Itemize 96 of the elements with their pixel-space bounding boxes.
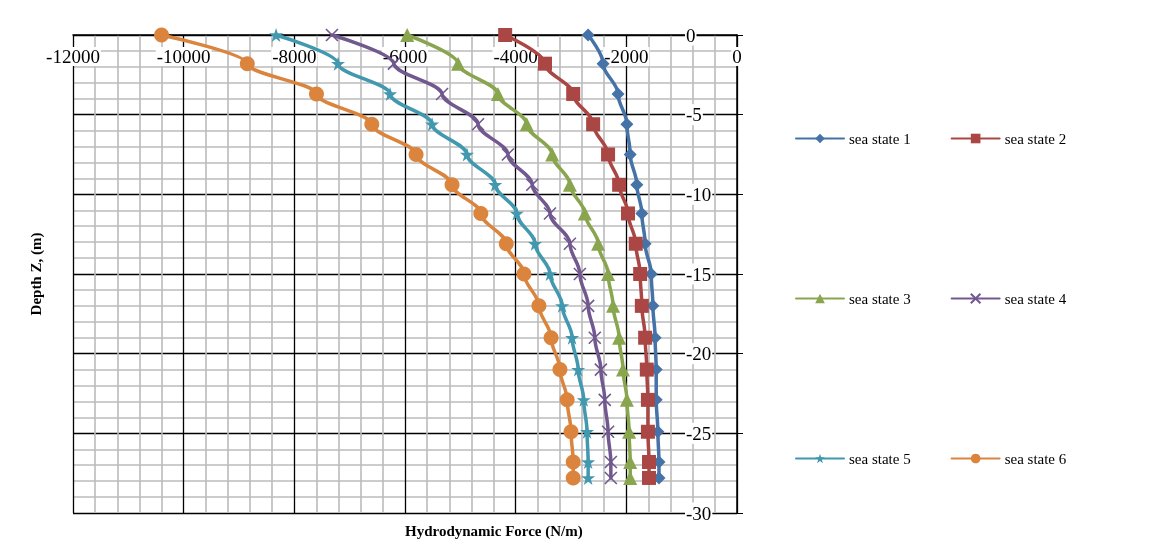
legend-label: sea state 1 <box>849 130 911 147</box>
point <box>581 28 595 42</box>
point <box>239 56 255 72</box>
legend-label: sea state 3 <box>849 290 911 307</box>
point <box>640 424 655 439</box>
x-tick-label: -8000 <box>272 46 317 67</box>
point <box>573 267 587 281</box>
x-tick-label: 0 <box>732 46 742 67</box>
legend-label: sea state 4 <box>1004 290 1067 307</box>
point <box>543 206 557 221</box>
point <box>623 455 638 470</box>
point <box>563 424 579 440</box>
point <box>640 392 655 407</box>
point <box>604 471 618 485</box>
legend-label: sea state 5 <box>849 450 911 467</box>
point <box>525 177 540 192</box>
point <box>509 206 524 221</box>
point <box>490 86 505 101</box>
point <box>559 392 575 408</box>
point <box>519 117 534 132</box>
point <box>154 27 170 43</box>
point <box>451 56 466 71</box>
point <box>488 177 503 192</box>
point <box>435 87 449 101</box>
point <box>308 86 324 102</box>
point <box>563 236 577 251</box>
point <box>586 117 601 132</box>
point <box>612 177 627 192</box>
point <box>642 470 657 485</box>
y-tick-label: -5 <box>686 104 702 126</box>
x-tick-label: -2000 <box>604 46 649 67</box>
point <box>471 117 485 132</box>
y-tick-label: -15 <box>686 263 712 285</box>
x-tick-label: -10000 <box>156 46 211 67</box>
point <box>642 455 657 470</box>
point <box>562 177 577 192</box>
point <box>601 267 616 281</box>
point <box>611 87 625 101</box>
point <box>459 147 474 162</box>
point <box>616 362 631 377</box>
y-tick-label: 0 <box>686 24 696 46</box>
y-tick-label: -10 <box>686 183 712 205</box>
point <box>425 117 440 132</box>
point <box>408 147 424 162</box>
point <box>542 267 557 281</box>
point <box>630 178 644 192</box>
point <box>269 28 284 42</box>
point <box>555 298 570 313</box>
point <box>638 330 653 345</box>
point <box>531 298 547 314</box>
point <box>601 424 615 439</box>
point <box>565 470 581 486</box>
point <box>594 362 608 377</box>
point <box>543 330 559 346</box>
point <box>620 206 635 221</box>
y-tick-label: -25 <box>686 422 712 444</box>
point <box>501 147 515 162</box>
x-tick-label: -12000 <box>46 46 100 67</box>
point <box>601 147 616 162</box>
point <box>566 86 581 101</box>
point <box>581 299 595 313</box>
point <box>383 86 398 101</box>
point <box>577 206 592 221</box>
point <box>620 117 634 131</box>
point <box>628 236 643 251</box>
point <box>331 56 346 71</box>
legend-label: sea state 6 <box>1004 450 1067 467</box>
point <box>545 147 560 162</box>
point <box>498 236 514 252</box>
point <box>604 455 618 469</box>
point <box>635 206 649 220</box>
point <box>634 298 649 313</box>
point <box>473 205 489 221</box>
point <box>364 116 380 132</box>
point <box>597 393 612 407</box>
point <box>612 330 627 345</box>
point <box>552 362 568 378</box>
point <box>498 28 513 42</box>
x-axis-title: Hydrodynamic Force (N/m) <box>404 522 583 540</box>
y-tick-label: -30 <box>686 502 712 524</box>
point <box>633 267 648 281</box>
point <box>565 330 580 345</box>
point <box>444 177 460 193</box>
point <box>537 56 552 71</box>
point <box>516 266 532 282</box>
point <box>565 454 581 470</box>
point <box>325 28 339 42</box>
y-axis-title: Depth Z, (m) <box>28 232 45 316</box>
legend-label: sea state 2 <box>1004 130 1067 147</box>
point <box>639 362 654 377</box>
point <box>528 236 543 251</box>
point <box>587 330 602 345</box>
point <box>591 236 606 251</box>
point <box>400 28 415 42</box>
point <box>623 148 637 161</box>
y-tick-label: -20 <box>686 343 712 365</box>
